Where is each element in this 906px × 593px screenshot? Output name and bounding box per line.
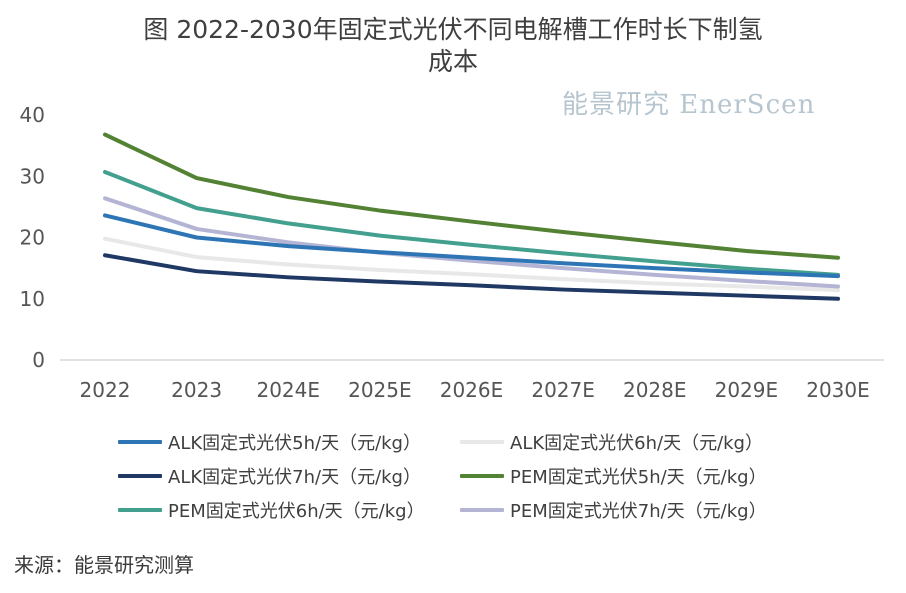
legend-label: PEM固定式光伏5h/天（元/kg） (510, 467, 767, 488)
watermark: 能景研究 EnerScen (562, 90, 816, 120)
x-tick-label: 2023 (171, 378, 222, 402)
series-line-1 (103, 213, 840, 279)
legend-label: ALK固定式光伏6h/天（元/kg） (510, 433, 763, 454)
x-tick-label: 2028E (623, 378, 687, 402)
series-line-4 (103, 132, 840, 260)
series-line-3 (103, 253, 840, 301)
legend-item: ALK固定式光伏7h/天（元/kg） (118, 462, 460, 490)
x-axis-ticks: 2022 2023 2024E 2025E 2026E 2027E 2028E 2029E 20… (80, 378, 870, 402)
x-tick-label: 2025E (348, 378, 412, 402)
legend-label: ALK固定式光伏5h/天（元/kg） (168, 433, 421, 454)
x-tick-label: 2024E (256, 378, 320, 402)
legend-label: PEM固定式光伏7h/天（元/kg） (510, 501, 767, 522)
legend-item: ALK固定式光伏5h/天（元/kg） (118, 428, 460, 456)
series-lines (103, 132, 840, 301)
legend-item: PEM固定式光伏5h/天（元/kg） (460, 462, 820, 490)
legend-swatch (118, 440, 162, 444)
legend-swatch (118, 474, 162, 478)
y-tick-label: 30 (20, 164, 45, 188)
x-tick-label: 2027E (531, 378, 595, 402)
legend: ALK固定式光伏5h/天（元/kg） ALK固定式光伏6h/天（元/kg） ALK固… (118, 428, 838, 524)
x-tick-label: 2030E (806, 378, 870, 402)
series-line-2 (103, 236, 840, 293)
legend-swatch (118, 508, 162, 512)
chart-title: 图 2022-2030年固定式光伏不同电解槽工作时长下制氢 成本 (0, 14, 906, 78)
legend-swatch (460, 474, 504, 478)
y-axis-ticks: 0 10 20 30 40 (20, 103, 45, 372)
y-tick-label: 40 (20, 103, 45, 127)
series-line-5 (103, 169, 840, 277)
series-line-6 (103, 196, 840, 289)
x-tick-label: 2026E (440, 378, 504, 402)
legend-item: ALK固定式光伏6h/天（元/kg） (460, 428, 820, 456)
x-tick-label: 2022 (80, 378, 131, 402)
y-tick-label: 20 (20, 226, 45, 250)
legend-swatch (460, 508, 504, 512)
legend-swatch (460, 440, 504, 444)
legend-item: PEM固定式光伏6h/天（元/kg） (118, 496, 460, 524)
y-tick-label: 10 (20, 287, 45, 311)
legend-label: ALK固定式光伏7h/天（元/kg） (168, 467, 421, 488)
chart-title-line1: 图 2022-2030年固定式光伏不同电解槽工作时长下制氢 (143, 15, 763, 44)
x-tick-label: 2029E (715, 378, 779, 402)
legend-label: PEM固定式光伏6h/天（元/kg） (168, 501, 425, 522)
chart-title-line2: 成本 (427, 47, 478, 76)
legend-item: PEM固定式光伏7h/天（元/kg） (460, 496, 820, 524)
y-tick-label: 0 (32, 348, 45, 372)
source-note: 来源：能景研究测算 (14, 553, 194, 577)
